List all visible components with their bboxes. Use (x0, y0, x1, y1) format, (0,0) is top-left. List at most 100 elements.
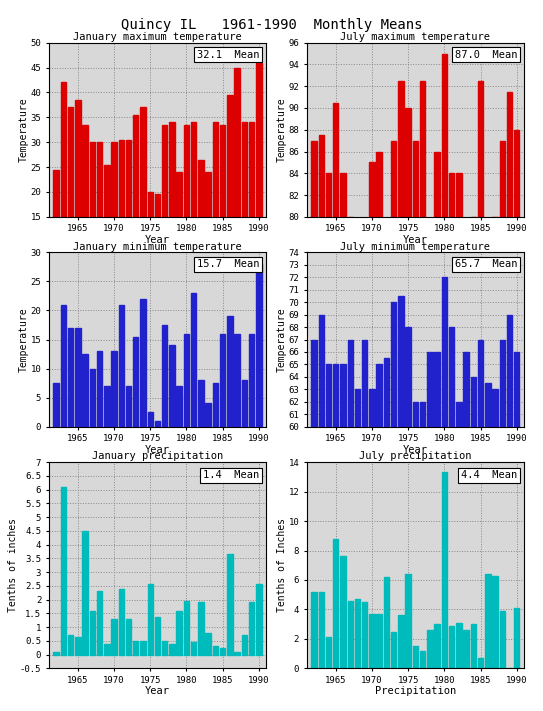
Bar (493, 217, 498, 711)
Bar (355, 599, 360, 668)
Bar (413, 646, 418, 668)
Bar (333, 364, 338, 711)
Bar (456, 402, 462, 711)
Bar (355, 390, 360, 711)
Bar (384, 358, 389, 711)
Bar (500, 611, 505, 668)
Bar (235, 652, 240, 655)
Bar (227, 555, 232, 655)
Bar (126, 619, 131, 655)
Bar (463, 402, 469, 711)
Bar (213, 383, 218, 427)
Bar (441, 277, 447, 711)
X-axis label: Year: Year (145, 444, 170, 454)
Bar (111, 619, 117, 655)
Bar (104, 386, 110, 427)
Bar (478, 81, 483, 711)
Bar (340, 557, 346, 668)
Text: 65.7  Mean: 65.7 Mean (455, 260, 517, 269)
Bar (340, 364, 346, 711)
Bar (384, 577, 389, 668)
Bar (434, 151, 440, 711)
Bar (184, 601, 189, 655)
Bar (471, 624, 476, 668)
Bar (441, 473, 447, 668)
Bar (155, 195, 160, 292)
Bar (220, 648, 225, 655)
Y-axis label: Temperature: Temperature (19, 97, 29, 162)
Bar (311, 141, 317, 711)
Bar (126, 140, 131, 292)
Text: 4.4  Mean: 4.4 Mean (461, 471, 517, 481)
Bar (456, 173, 462, 711)
Bar (191, 293, 197, 427)
Bar (169, 346, 175, 427)
Bar (485, 223, 490, 711)
Bar (441, 53, 447, 711)
Bar (162, 325, 167, 427)
Y-axis label: Tenths of Inches: Tenths of Inches (277, 518, 287, 612)
Bar (90, 368, 95, 427)
Bar (220, 333, 225, 427)
Bar (61, 487, 66, 655)
Bar (449, 626, 454, 668)
Bar (83, 125, 88, 292)
Bar (148, 412, 153, 427)
Bar (369, 614, 375, 668)
Bar (205, 633, 211, 655)
Bar (68, 636, 73, 655)
Bar (434, 624, 440, 668)
Bar (97, 142, 102, 292)
Bar (478, 340, 483, 711)
Bar (311, 340, 317, 711)
Bar (97, 351, 102, 427)
Bar (406, 574, 411, 668)
Bar (148, 192, 153, 292)
Bar (391, 141, 396, 711)
Bar (155, 617, 160, 655)
Bar (61, 304, 66, 427)
Bar (348, 217, 353, 711)
Bar (133, 641, 138, 655)
Text: 15.7  Mean: 15.7 Mean (197, 260, 260, 269)
Bar (384, 228, 389, 711)
Bar (104, 643, 110, 655)
Bar (256, 264, 262, 427)
Bar (111, 351, 117, 427)
Bar (75, 637, 80, 655)
Bar (118, 140, 124, 292)
Title: January precipitation: January precipitation (92, 451, 223, 461)
Bar (340, 173, 346, 711)
Bar (398, 615, 403, 668)
Bar (478, 658, 483, 668)
Bar (326, 364, 331, 711)
Bar (376, 151, 382, 711)
Bar (140, 107, 146, 292)
Bar (427, 630, 433, 668)
Bar (184, 125, 189, 292)
Y-axis label: Temperature: Temperature (19, 307, 29, 372)
Bar (242, 636, 247, 655)
Bar (376, 614, 382, 668)
Bar (118, 589, 124, 655)
Text: 87.0  Mean: 87.0 Mean (455, 50, 517, 60)
Bar (256, 63, 262, 292)
Bar (111, 142, 117, 292)
Bar (427, 223, 433, 711)
Bar (198, 160, 204, 292)
Bar (205, 403, 211, 427)
Title: July precipitation: July precipitation (359, 451, 472, 461)
Bar (355, 223, 360, 711)
Bar (249, 602, 254, 655)
Bar (348, 340, 353, 711)
Bar (155, 421, 160, 427)
Bar (140, 299, 146, 427)
Bar (456, 623, 462, 668)
Bar (53, 383, 59, 427)
Bar (90, 142, 95, 292)
Bar (191, 122, 197, 292)
Bar (500, 141, 505, 711)
Bar (326, 173, 331, 711)
Text: 1.4  Mean: 1.4 Mean (203, 471, 260, 481)
Title: July maximum temperature: July maximum temperature (340, 32, 490, 42)
